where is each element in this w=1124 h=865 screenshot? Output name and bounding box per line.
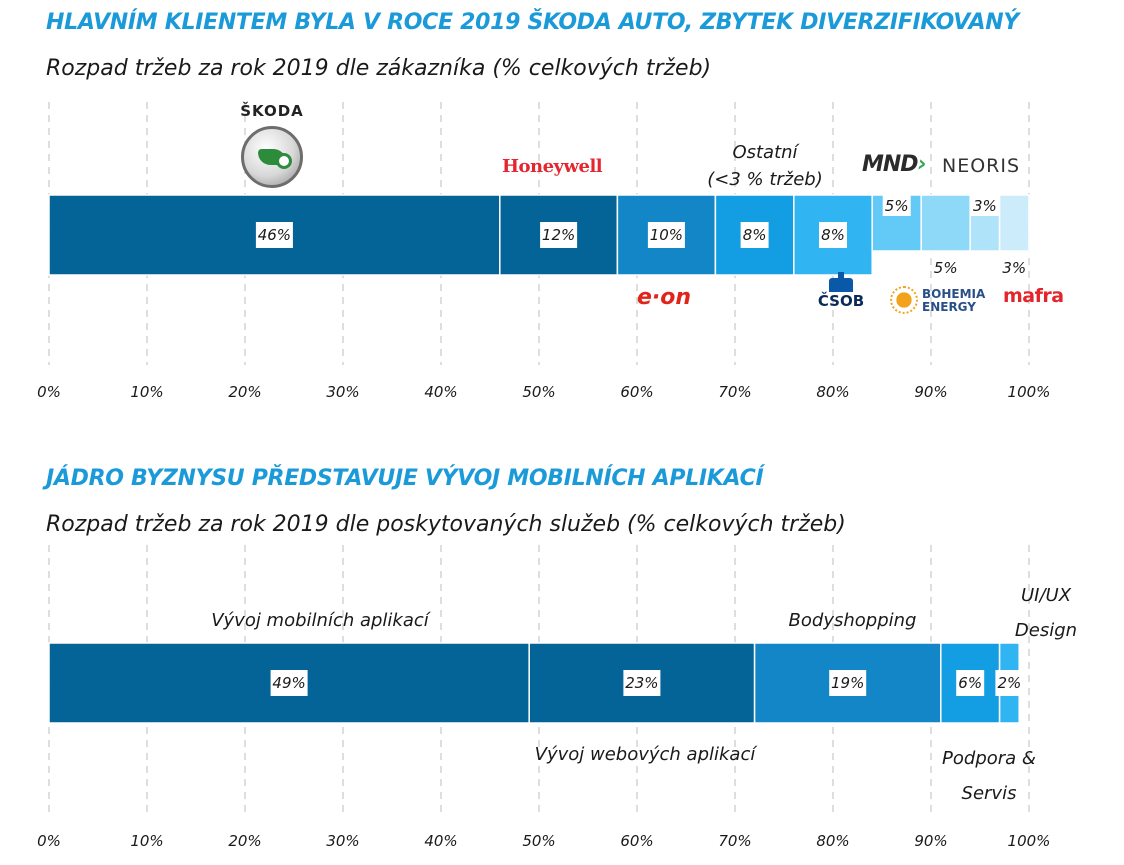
csob-mark-icon — [829, 272, 853, 292]
bar-segment — [920, 194, 971, 252]
section-2-heading: JÁDRO BYZNYSU PŘEDSTAVUJE VÝVOJ MOBILNÍC… — [46, 466, 764, 491]
x-tick-label: 100% — [1008, 832, 1051, 850]
data-label: 8% — [821, 226, 845, 244]
x-tick-label: 100% — [1008, 383, 1051, 401]
data-label: 2% — [998, 674, 1022, 692]
data-label-box — [829, 670, 867, 696]
ostatni-annotation: Ostatní (<3 % tržeb) — [700, 139, 830, 193]
data-label-box — [647, 222, 685, 248]
bohemia-line-2: ENERGY — [922, 300, 976, 314]
data-label-box — [540, 222, 578, 248]
data-label-box — [623, 670, 661, 696]
section-1-subheading: Rozpad tržeb za rok 2019 dle zákazníka (… — [46, 56, 712, 81]
x-tick-label: 20% — [228, 383, 261, 401]
x-tick-label: 80% — [816, 383, 849, 401]
x-tick-label: 60% — [620, 832, 653, 850]
data-label: 5% — [934, 259, 958, 277]
x-tick-label: 90% — [914, 383, 947, 401]
data-label: 12% — [542, 226, 575, 244]
section-2-subheading: Rozpad tržeb za rok 2019 dle poskytovaný… — [46, 512, 846, 537]
data-label-box — [255, 222, 293, 248]
bohemia-energy-wordmark: BOHEMIA ENERGY — [922, 288, 985, 314]
data-label-box — [995, 670, 1024, 696]
x-tick-label: 10% — [130, 832, 163, 850]
sun-icon — [890, 286, 918, 314]
data-label: 3% — [1002, 259, 1026, 277]
mnd-logo: MND› — [862, 152, 927, 177]
skoda-logo: ŠKODA — [232, 102, 312, 188]
data-label-box — [819, 222, 847, 248]
neoris-logo: NEORIS — [942, 155, 1021, 177]
data-label: 8% — [743, 226, 767, 244]
data-label-box — [740, 222, 769, 248]
x-tick-label: 0% — [37, 383, 61, 401]
x-tick-label: 30% — [326, 832, 359, 850]
x-tick-label: 70% — [718, 383, 751, 401]
x-tick-label: 70% — [718, 832, 751, 850]
x-tick-label: 40% — [424, 383, 457, 401]
web-dev-annotation: Vývoj webových aplikací — [534, 744, 756, 765]
uiux-line-1: UI/UX — [1020, 585, 1072, 606]
uiux-line-2: Design — [1014, 620, 1078, 641]
bodyshopping-annotation: Bodyshopping — [788, 610, 917, 631]
csob-wordmark: ČSOB — [817, 292, 865, 310]
mobile-dev-annotation: Vývoj mobilních aplikací — [211, 610, 429, 631]
data-label-box — [970, 194, 999, 216]
x-tick-label: 50% — [522, 383, 555, 401]
mnd-wordmark: MND — [862, 152, 919, 177]
mafra-logo: mafra — [1003, 285, 1064, 307]
data-label: 5% — [885, 197, 909, 215]
data-label: 46% — [258, 226, 291, 244]
eon-logo: e·on — [637, 285, 692, 310]
x-tick-label: 30% — [326, 383, 359, 401]
data-label: 6% — [958, 674, 982, 692]
bar-segment — [998, 194, 1030, 252]
honeywell-logo: Honeywell — [502, 156, 603, 177]
mnd-arrow-icon: › — [917, 152, 927, 177]
data-label: 10% — [650, 226, 683, 244]
data-label-box — [1000, 256, 1029, 278]
podpora-line-1: Podpora & — [942, 748, 1036, 769]
csob-logo: ČSOB — [816, 272, 866, 310]
data-label: 19% — [831, 674, 864, 692]
data-label-box — [882, 194, 911, 216]
x-tick-label: 80% — [816, 832, 849, 850]
data-label-box — [270, 670, 308, 696]
uiux-annotation: UI/UX Design — [1006, 578, 1086, 648]
data-label-box — [956, 670, 985, 696]
data-label-box — [931, 256, 960, 278]
x-tick-label: 40% — [424, 832, 457, 850]
podpora-annotation: Podpora & Servis — [934, 741, 1044, 811]
x-tick-label: 60% — [620, 383, 653, 401]
ostatni-line-2: (<3 % tržeb) — [707, 169, 823, 190]
x-tick-label: 20% — [228, 832, 261, 850]
data-label: 49% — [272, 674, 305, 692]
data-label: 23% — [625, 674, 658, 692]
section-1-heading: HLAVNÍM KLIENTEM BYLA V ROCE 2019 ŠKODA … — [46, 10, 1019, 35]
skoda-badge-icon — [241, 126, 303, 188]
skoda-wordmark: ŠKODA — [240, 102, 304, 120]
x-tick-label: 10% — [130, 383, 163, 401]
x-tick-label: 0% — [37, 832, 61, 850]
x-tick-label: 90% — [914, 832, 947, 850]
x-tick-label: 50% — [522, 832, 555, 850]
data-label: 3% — [973, 197, 997, 215]
bohemia-line-1: BOHEMIA — [922, 287, 986, 301]
ostatni-line-1: Ostatní — [732, 142, 798, 163]
podpora-line-2: Servis — [961, 783, 1017, 804]
